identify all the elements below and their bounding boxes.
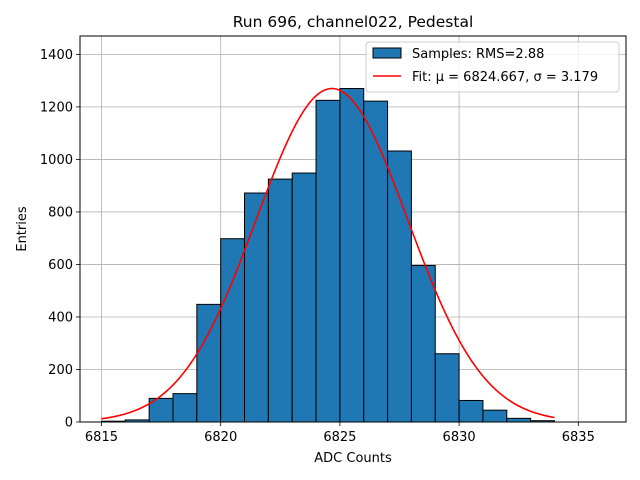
x-tick-label: 6825 [323,430,356,445]
legend-box [365,41,620,93]
histogram-bar [172,393,198,423]
histogram-bar [267,178,293,423]
legend-label-samples: Samples: RMS=2.88 [412,47,544,62]
histogram-bar [196,303,222,423]
x-tick-label: 6835 [562,430,595,445]
y-tick-label: 0 [65,416,73,431]
y-tick-label: 800 [48,205,73,220]
y-axis-label: Entries [15,206,30,252]
histogram-bar [244,192,269,423]
legend-label-fit: Fit: μ = 6824.667, σ = 3.179 [412,70,598,85]
x-tick-label: 6820 [204,430,237,445]
histogram-bar [291,172,317,423]
histogram-bar [339,88,365,423]
histogram-bar [482,409,508,423]
histogram-bar [434,353,460,423]
histogram-bar [363,100,389,423]
plot-frame [79,35,627,423]
histogram-bar [410,264,436,423]
y-tick-label: 1400 [40,48,73,63]
x-tick-label: 6815 [85,430,118,445]
x-axis-ticks: 6815 6820 6825 6830 6835 [85,422,595,445]
fit-curve [101,87,555,420]
chart-title: Run 696, channel022, Pedestal [233,13,474,31]
x-tick-label: 6830 [443,430,476,445]
y-tick-label: 200 [48,363,73,378]
y-tick-label: 1000 [40,153,73,168]
histogram-bar [506,417,532,423]
histogram-bar [315,99,341,423]
histogram-bar [458,399,484,423]
x-axis-label: ADC Counts [314,451,392,466]
histogram-bar [387,150,412,423]
legend: Samples: RMS=2.88 Fit: μ = 6824.667, σ =… [365,41,620,93]
y-tick-label: 600 [48,258,73,273]
legend-swatch-samples [372,47,402,59]
y-tick-label: 400 [48,310,73,325]
histogram-bars [100,88,555,423]
y-axis-ticks: 0 200 400 600 800 1000 1200 1400 [40,48,80,431]
y-tick-label: 1200 [40,100,73,115]
histogram-bar [220,238,246,423]
